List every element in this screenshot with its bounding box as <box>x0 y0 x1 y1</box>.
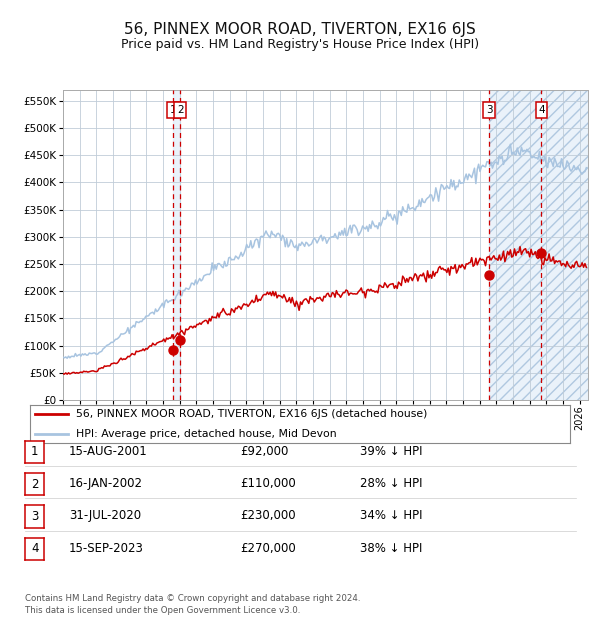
Text: HPI: Average price, detached house, Mid Devon: HPI: Average price, detached house, Mid … <box>76 428 337 439</box>
Text: 39% ↓ HPI: 39% ↓ HPI <box>360 445 422 458</box>
Text: 15-AUG-2001: 15-AUG-2001 <box>69 445 148 458</box>
Text: 28% ↓ HPI: 28% ↓ HPI <box>360 477 422 490</box>
Text: 2: 2 <box>31 478 38 490</box>
Text: 31-JUL-2020: 31-JUL-2020 <box>69 510 141 522</box>
Text: £270,000: £270,000 <box>240 542 296 554</box>
Text: Contains HM Land Registry data © Crown copyright and database right 2024.
This d: Contains HM Land Registry data © Crown c… <box>25 593 361 615</box>
Text: 1: 1 <box>170 105 176 115</box>
Text: 56, PINNEX MOOR ROAD, TIVERTON, EX16 6JS: 56, PINNEX MOOR ROAD, TIVERTON, EX16 6JS <box>124 22 476 37</box>
Bar <box>490 90 588 400</box>
Text: 15-SEP-2023: 15-SEP-2023 <box>69 542 144 554</box>
Text: 34% ↓ HPI: 34% ↓ HPI <box>360 510 422 522</box>
Text: £230,000: £230,000 <box>240 510 296 522</box>
Text: 4: 4 <box>31 542 38 555</box>
Text: 56, PINNEX MOOR ROAD, TIVERTON, EX16 6JS (detached house): 56, PINNEX MOOR ROAD, TIVERTON, EX16 6JS… <box>76 409 427 420</box>
Text: 2: 2 <box>177 105 184 115</box>
Text: £110,000: £110,000 <box>240 477 296 490</box>
Text: 16-JAN-2002: 16-JAN-2002 <box>69 477 143 490</box>
Text: 1: 1 <box>31 446 38 458</box>
Bar <box>173 90 181 400</box>
Text: 4: 4 <box>538 105 545 115</box>
Text: 3: 3 <box>486 105 493 115</box>
Text: 3: 3 <box>31 510 38 523</box>
Text: £92,000: £92,000 <box>240 445 289 458</box>
Text: 38% ↓ HPI: 38% ↓ HPI <box>360 542 422 554</box>
Text: Price paid vs. HM Land Registry's House Price Index (HPI): Price paid vs. HM Land Registry's House … <box>121 38 479 51</box>
Bar <box>490 90 588 400</box>
